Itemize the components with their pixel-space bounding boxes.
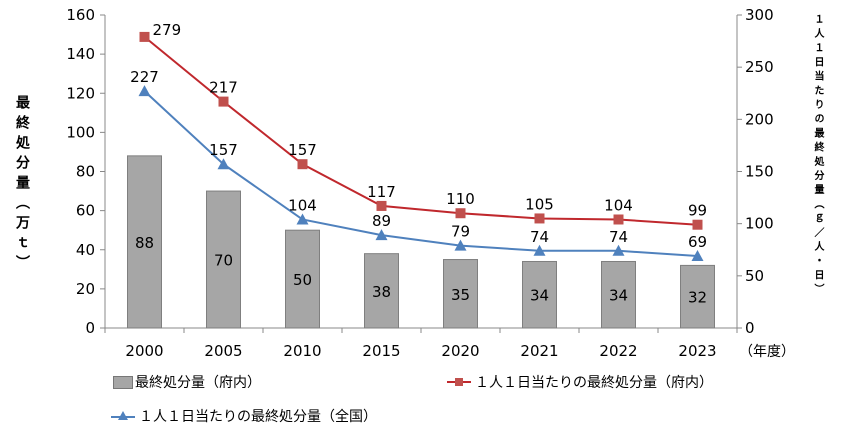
x-tick-label: 2000	[125, 342, 163, 360]
triangle-marker	[691, 250, 704, 262]
bar-data-label: 35	[451, 286, 470, 304]
legend-bar-swatch	[113, 375, 133, 389]
triangle-marker	[454, 239, 467, 251]
y-tick-label-left: 0	[85, 319, 95, 337]
bar	[364, 253, 399, 329]
bar	[522, 260, 557, 329]
x-axis-unit-label: （年度）	[739, 344, 795, 360]
y-tick-label-right: 0	[745, 319, 755, 337]
y-tick-label-left: 20	[76, 280, 95, 298]
triangle-marker	[138, 85, 151, 97]
y-tick-label-right: 150	[745, 163, 774, 181]
line-data-label: 89	[372, 212, 391, 230]
y-axis-right-title: １人１日当たりの最終処分量（ｇ／人・日）	[812, 14, 823, 298]
bar	[206, 190, 241, 329]
y-tick-label-left: 40	[76, 241, 95, 259]
y-tick-label-left: 120	[66, 84, 95, 102]
line-data-label: 104	[288, 196, 317, 214]
bar	[127, 155, 162, 329]
bar-data-label: 34	[530, 287, 549, 305]
bar-data-label: 88	[135, 234, 154, 252]
line-data-label: 99	[688, 202, 707, 220]
triangle-marker	[375, 229, 388, 241]
x-tick-label: 2020	[441, 342, 479, 360]
line-data-label: 117	[367, 183, 396, 201]
bar-data-label: 70	[214, 252, 233, 270]
bar-data-label: 38	[372, 283, 391, 301]
legend-label: 最終処分量（府内）	[135, 375, 261, 391]
bar-data-label: 32	[688, 289, 707, 307]
square-marker	[613, 214, 624, 225]
square-marker	[139, 31, 150, 42]
bar	[601, 260, 636, 329]
y-tick-label-left: 60	[76, 202, 95, 220]
square-marker	[376, 200, 387, 211]
y-tick-label-right: 250	[745, 58, 774, 76]
line-data-label: 157	[288, 141, 317, 159]
triangle-marker	[296, 213, 309, 225]
y-tick-label-right: 50	[745, 267, 764, 285]
square-marker	[297, 159, 308, 170]
line-data-label: 217	[209, 79, 238, 97]
line-data-label: 105	[525, 195, 554, 213]
x-tick-label: 2010	[283, 342, 321, 360]
square-marker	[534, 213, 545, 224]
line-data-label: 104	[604, 196, 633, 214]
y-tick-label-right: 100	[745, 215, 774, 233]
bar	[443, 259, 478, 329]
line-red	[143, 36, 698, 226]
line-data-label: 227	[130, 68, 159, 86]
bar-data-label: 50	[293, 271, 312, 289]
legend-label: １人１日当たりの最終処分量（府内）	[475, 375, 713, 391]
square-marker	[455, 208, 466, 219]
bar	[680, 264, 715, 329]
line-data-label: 74	[530, 228, 549, 246]
line-data-label: 74	[609, 228, 628, 246]
line-data-label: 157	[209, 141, 238, 159]
legend-square-marker-icon	[447, 378, 471, 386]
square-marker	[218, 96, 229, 107]
legend-triangle-marker-icon	[111, 411, 135, 420]
legend-label: １人１日当たりの最終処分量（全国）	[139, 409, 377, 425]
y-axis-left-title: 最終処分量（万ｔ）	[14, 95, 30, 275]
triangle-marker	[217, 158, 230, 170]
triangle-marker	[612, 244, 625, 256]
bar-data-label: 34	[609, 287, 628, 305]
x-tick-label: 2015	[362, 342, 400, 360]
line-data-label: 69	[688, 233, 707, 251]
x-tick-label: 2022	[599, 342, 637, 360]
legend-item-bar: 最終処分量（府内）	[113, 372, 261, 392]
x-tick-label: 2023	[678, 342, 716, 360]
y-tick-label-left: 100	[66, 123, 95, 141]
line-blue	[143, 90, 698, 258]
line-data-label: 79	[451, 223, 470, 241]
line-data-label: 279	[153, 21, 182, 39]
bar	[285, 229, 320, 329]
legend-item-red-line: １人１日当たりの最終処分量（府内）	[447, 372, 713, 392]
y-tick-label-right: 200	[745, 110, 774, 128]
x-tick-label: 2005	[204, 342, 242, 360]
square-marker	[692, 219, 703, 230]
line-data-label: 110	[446, 190, 475, 208]
y-tick-label-left: 160	[66, 6, 95, 24]
x-tick-label: 2021	[520, 342, 558, 360]
legend-item-blue-line: １人１日当たりの最終処分量（全国）	[111, 406, 377, 426]
y-tick-label-left: 80	[76, 163, 95, 181]
y-tick-label-left: 140	[66, 45, 95, 63]
y-tick-label-right: 300	[745, 6, 774, 24]
triangle-marker	[533, 244, 546, 256]
